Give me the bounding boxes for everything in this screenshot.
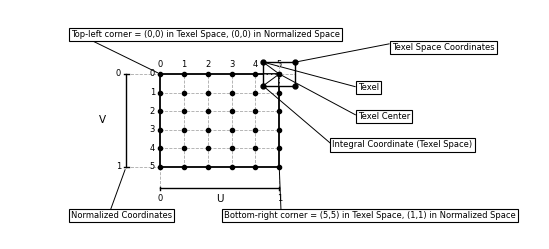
Bar [263, 62, 295, 86]
Text: 3: 3 [150, 125, 155, 134]
Text: 1: 1 [277, 194, 282, 203]
Text: 3: 3 [229, 60, 234, 69]
Text: U: U [216, 194, 223, 204]
Text: 1: 1 [150, 88, 155, 97]
Text: V: V [99, 116, 106, 125]
Text: 0: 0 [158, 194, 163, 203]
Text: 1: 1 [181, 60, 187, 69]
Text: 4: 4 [150, 144, 155, 153]
Text: Texel Space Coordinates: Texel Space Coordinates [392, 43, 495, 52]
Text: Texel Center: Texel Center [358, 112, 410, 121]
Text: Integral Coordinate (Texel Space): Integral Coordinate (Texel Space) [333, 140, 473, 149]
Text: 0: 0 [116, 69, 121, 78]
Text: Texel: Texel [358, 83, 379, 92]
Text: 4: 4 [253, 60, 258, 69]
Text: Top-left corner = (0,0) in Texel Space, (0,0) in Normalized Space: Top-left corner = (0,0) in Texel Space, … [71, 30, 340, 39]
Text: 1: 1 [116, 162, 121, 172]
Text: 5: 5 [150, 162, 155, 172]
Text: 0: 0 [158, 60, 163, 69]
Text: Bottom-right corner = (5,5) in Texel Space, (1,1) in Normalized Space: Bottom-right corner = (5,5) in Texel Spa… [224, 211, 516, 220]
Text: 0: 0 [150, 69, 155, 78]
Text: 2: 2 [150, 107, 155, 116]
Text: 5: 5 [277, 60, 282, 69]
Text: Normalized Coordinates: Normalized Coordinates [71, 211, 172, 220]
Text: 2: 2 [205, 60, 210, 69]
